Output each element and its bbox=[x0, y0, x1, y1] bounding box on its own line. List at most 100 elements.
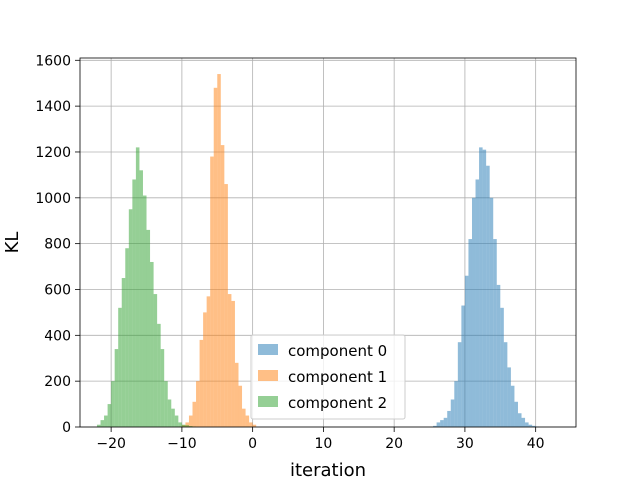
histogram-bar-1 bbox=[210, 156, 214, 427]
histogram-bar-0 bbox=[479, 147, 483, 428]
histogram-bar-2 bbox=[160, 349, 165, 427]
histogram-bar-0 bbox=[464, 275, 469, 427]
histogram-bar-0 bbox=[528, 424, 533, 427]
ticks: −20 −10 0 10 20 30 400200400600800100012001400… bbox=[35, 53, 544, 452]
y-tick-label: 800 bbox=[44, 237, 71, 253]
x-tick-label: 20 bbox=[385, 436, 403, 452]
histogram-bar-0 bbox=[454, 381, 458, 427]
histogram-bar-2 bbox=[104, 415, 108, 427]
histogram-bar-2 bbox=[125, 248, 129, 427]
x-tick-label: −20 bbox=[96, 436, 126, 452]
histogram-bar-2 bbox=[146, 229, 151, 427]
legend-label: component 2 bbox=[288, 394, 387, 412]
histogram-bar-2 bbox=[174, 415, 179, 427]
histogram-bar-1 bbox=[203, 312, 207, 427]
histogram-bar-1 bbox=[188, 415, 193, 427]
histogram-bar-2 bbox=[121, 278, 126, 427]
histogram-bar-0 bbox=[514, 401, 518, 427]
y-tick-label: 600 bbox=[44, 282, 71, 298]
histogram-bar-0 bbox=[482, 149, 487, 428]
y-tick-label: 1400 bbox=[35, 99, 71, 115]
histogram-bar-0 bbox=[525, 422, 529, 427]
histogram-bar-1 bbox=[249, 422, 253, 427]
histogram-bar-2 bbox=[181, 424, 186, 427]
x-tick-label: 10 bbox=[314, 436, 332, 452]
legend-swatch bbox=[258, 370, 278, 381]
legend-swatch bbox=[258, 344, 278, 355]
histogram-bar-0 bbox=[443, 417, 448, 427]
histogram-bar-0 bbox=[507, 367, 511, 427]
histogram-bar-2 bbox=[128, 209, 133, 427]
y-tick-label: 200 bbox=[44, 374, 71, 390]
y-axis-label: KL bbox=[2, 232, 23, 254]
histogram-bar-0 bbox=[500, 307, 504, 427]
histogram-bar-0 bbox=[489, 197, 494, 427]
histogram-bar-2 bbox=[171, 408, 175, 427]
histogram-bar-1 bbox=[185, 422, 189, 427]
histogram-bar-2 bbox=[142, 195, 147, 427]
histogram-bar-0 bbox=[457, 342, 462, 427]
histogram-bar-0 bbox=[436, 422, 441, 427]
histogram-bar-0 bbox=[433, 425, 437, 427]
histogram-bar-2 bbox=[114, 349, 119, 427]
histogram-bar-1 bbox=[245, 415, 250, 427]
histogram-bar-1 bbox=[234, 362, 239, 427]
histogram-bar-2 bbox=[135, 147, 140, 428]
histogram-bar-2 bbox=[150, 261, 154, 427]
x-axis-label: iteration bbox=[290, 460, 366, 480]
histogram-bar-1 bbox=[220, 145, 225, 427]
histogram-bar-0 bbox=[468, 239, 472, 427]
histogram-bar-0 bbox=[450, 399, 455, 427]
histogram-bar-1 bbox=[206, 296, 211, 427]
histogram-bar-2 bbox=[185, 425, 189, 427]
histogram-bar-2 bbox=[178, 422, 182, 427]
histogram-bar-0 bbox=[461, 305, 465, 427]
histogram-bar-2 bbox=[111, 381, 115, 427]
plot-frame bbox=[79, 57, 577, 428]
histogram-bar-2 bbox=[164, 381, 168, 427]
histogram-bar-1 bbox=[227, 294, 232, 427]
histogram-bar-0 bbox=[486, 165, 490, 427]
histogram-bar-0 bbox=[521, 417, 526, 427]
histogram-bar-1 bbox=[238, 385, 243, 427]
histogram-bar-0 bbox=[496, 284, 501, 427]
histogram-bar-0 bbox=[510, 385, 515, 427]
legend-label: component 1 bbox=[288, 368, 387, 386]
histogram-bar-1 bbox=[242, 408, 246, 427]
histogram-bar-2 bbox=[132, 179, 136, 427]
histogram-bar-2 bbox=[100, 420, 105, 427]
legend-swatch bbox=[258, 396, 278, 407]
legend-label: component 0 bbox=[288, 342, 387, 360]
histogram-bar-0 bbox=[532, 425, 536, 427]
histogram-bar-0 bbox=[471, 197, 476, 427]
histogram-bar-2 bbox=[107, 404, 112, 427]
y-tick-label: 1200 bbox=[35, 145, 71, 161]
y-tick-label: 1600 bbox=[35, 53, 71, 69]
y-tick-label: 400 bbox=[44, 328, 71, 344]
x-tick-label: 30 bbox=[456, 436, 474, 452]
x-tick-label: −10 bbox=[167, 436, 197, 452]
histogram-bar-2 bbox=[118, 307, 122, 427]
legend: component 0 component 1 component 2 bbox=[250, 334, 406, 420]
histogram-bar-2 bbox=[96, 424, 101, 427]
bars bbox=[96, 74, 540, 428]
x-tick-label: 40 bbox=[527, 436, 545, 452]
histogram-bar-0 bbox=[440, 420, 444, 427]
histogram-bar-1 bbox=[192, 401, 197, 427]
histogram-bar-0 bbox=[517, 413, 522, 427]
histogram-bar-1 bbox=[199, 339, 204, 427]
histogram-bar-0 bbox=[475, 179, 480, 427]
histogram-bar-1 bbox=[213, 87, 218, 427]
grid bbox=[80, 58, 576, 428]
histogram-bar-1 bbox=[217, 74, 221, 427]
histogram-bar-2 bbox=[188, 426, 193, 427]
histogram-bar-0 bbox=[447, 410, 451, 427]
y-tick-label: 1000 bbox=[35, 191, 71, 207]
histogram-bar-1 bbox=[224, 184, 228, 427]
x-tick-label: 0 bbox=[248, 436, 257, 452]
histogram-bar-0 bbox=[503, 342, 508, 427]
histogram-bar-1 bbox=[231, 300, 235, 427]
histogram-bar-2 bbox=[139, 170, 143, 427]
legend-box bbox=[250, 334, 406, 420]
